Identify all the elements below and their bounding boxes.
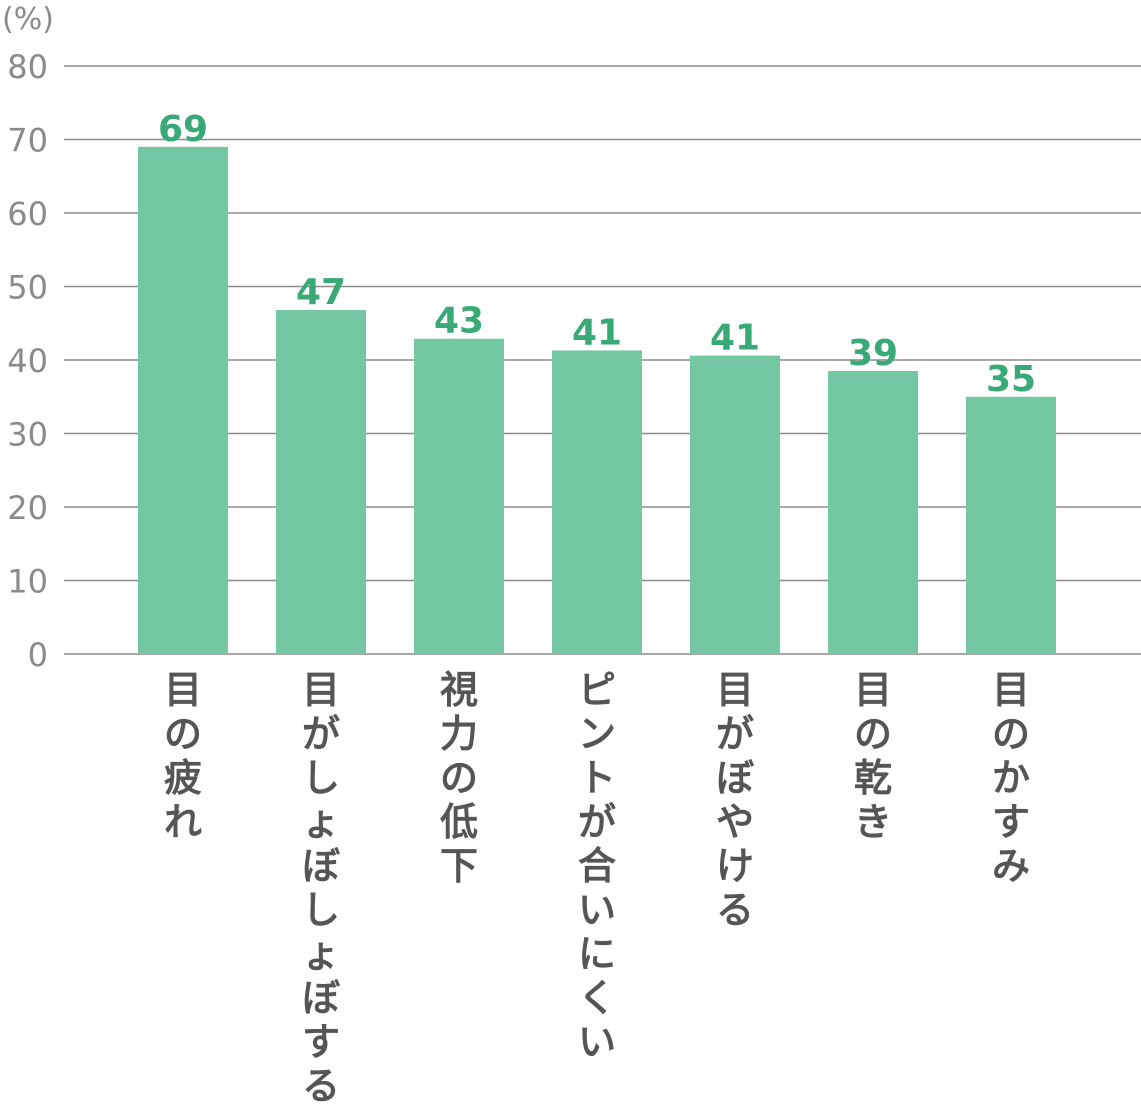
bar-1: [138, 146, 228, 654]
y-tick-label-70: 70: [7, 122, 48, 160]
y-tick-label-40: 40: [7, 342, 48, 380]
y-axis-unit-label: (%): [2, 2, 54, 37]
y-tick-label-30: 30: [7, 416, 48, 454]
category-label-7: 目のかすみ: [991, 668, 1030, 888]
data-label-2: 47: [296, 272, 346, 313]
y-tick-label-60: 60: [7, 195, 48, 233]
category-label-6: 目の乾き: [853, 668, 892, 844]
bar-chart: 0 10 20 30 40 50 60 70 80 69 47 43 41 41 39 35: [7, 48, 1141, 668]
bar-5: [690, 355, 780, 654]
bar-6: [828, 371, 918, 654]
category-label-3: 視力の低下: [439, 668, 478, 888]
category-label-1: 目の疲れ: [163, 668, 202, 844]
y-tick-label-20: 20: [7, 489, 48, 527]
category-label-5: 目がぼやける: [715, 668, 754, 932]
data-label-6: 39: [848, 333, 898, 374]
y-tick-label-0: 0: [28, 636, 48, 668]
bar-4: [552, 350, 642, 654]
category-label-2: 目がしょぼしょぼする: [301, 668, 340, 1108]
data-label-7: 35: [986, 359, 1036, 400]
data-label-5: 41: [710, 318, 760, 359]
bar-3: [414, 338, 504, 654]
data-label-4: 41: [572, 312, 622, 353]
y-tick-label-50: 50: [7, 269, 48, 307]
bar-2: [276, 310, 366, 654]
bar-7: [966, 396, 1056, 654]
data-label-3: 43: [434, 301, 484, 342]
y-tick-label-10: 10: [7, 563, 48, 601]
y-tick-label-80: 80: [7, 48, 48, 86]
category-label-4: ピントが合いにくい: [577, 668, 616, 1064]
data-label-1: 69: [158, 109, 208, 150]
